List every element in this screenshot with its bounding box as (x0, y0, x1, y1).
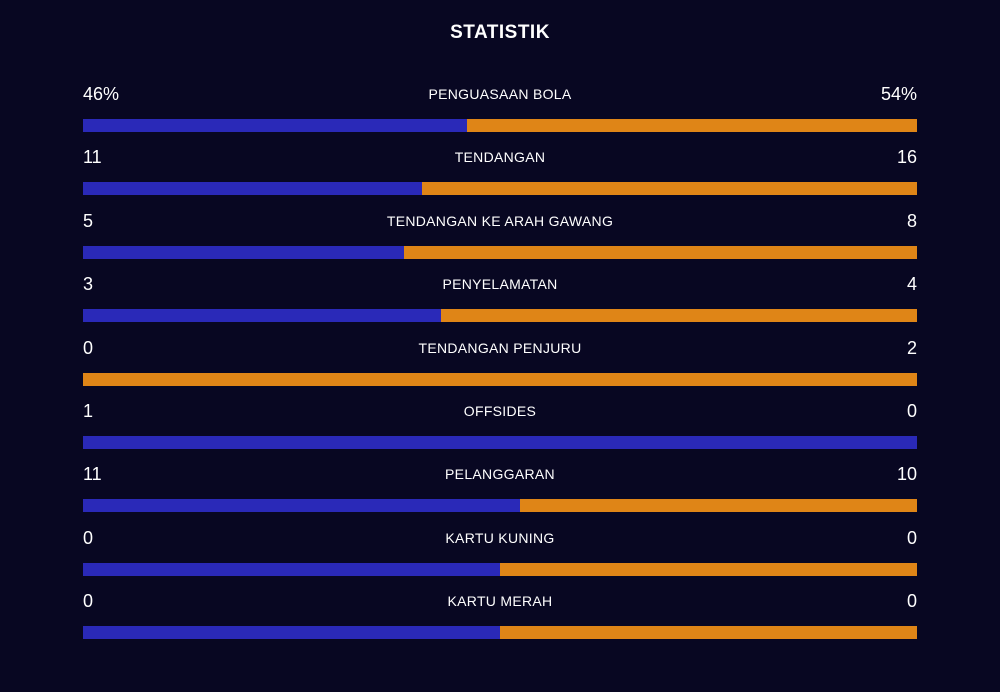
away-bar-segment (83, 372, 917, 386)
home-bar-segment (83, 119, 467, 132)
home-value: 46% (83, 84, 120, 104)
stats-title: STATISTIK (450, 22, 550, 43)
away-value: 0 (906, 591, 917, 612)
comparison-bar (83, 245, 917, 259)
stat-values: PELANGGARAN 11 10 (83, 460, 917, 488)
home-bar-segment (83, 309, 441, 323)
away-value: 0 (906, 400, 917, 421)
home-value: 11 (83, 464, 102, 485)
comparison-bar (83, 119, 917, 132)
comparison-bar (83, 562, 917, 576)
comparison-bar (83, 435, 917, 449)
away-bar-segment (500, 626, 917, 640)
stat-values: TENDANGAN 11 16 (83, 143, 917, 171)
home-value: 1 (83, 400, 94, 421)
away-value: 16 (896, 147, 917, 168)
away-bar-segment (500, 562, 917, 576)
home-value: 0 (83, 527, 94, 548)
comparison-bar (83, 309, 917, 323)
away-value: 2 (906, 337, 917, 358)
stat-label: PENYELAMATAN (442, 276, 558, 293)
stats-list: PENGUASAAN BOLA 46% 54% TENDANGAN 11 16 TENDAN… (83, 80, 917, 651)
away-value: 54% (880, 84, 917, 104)
stat-values: PENGUASAAN BOLA 46% 54% (83, 80, 917, 108)
stat-row: PENGUASAAN BOLA 46% 54% (83, 80, 917, 143)
home-bar-segment (83, 245, 405, 259)
comparison-bar (83, 182, 917, 196)
home-bar-segment (83, 562, 500, 576)
home-bar-segment (83, 626, 500, 640)
stat-label: PELANGGARAN (445, 466, 555, 483)
home-value: 0 (83, 591, 94, 612)
home-bar-segment (83, 499, 521, 513)
away-bar-segment (520, 499, 917, 513)
home-value: 11 (83, 147, 102, 168)
stat-label: OFFSIDES (463, 402, 537, 419)
stat-row: KARTU MERAH 0 0 (83, 587, 917, 650)
away-value: 10 (896, 464, 917, 485)
stat-label: KARTU KUNING (445, 529, 555, 546)
away-bar-segment (404, 245, 917, 259)
stat-label: PENGUASAAN BOLA (428, 86, 572, 102)
stat-row: TENDANGAN KE ARAH GAWANG 5 8 (83, 207, 917, 270)
away-value: 0 (906, 527, 917, 548)
stat-label: TENDANGAN KE ARAH GAWANG (386, 212, 614, 229)
stat-label: KARTU MERAH (447, 593, 553, 610)
home-value: 3 (83, 274, 94, 295)
stat-row: KARTU KUNING 0 0 (83, 524, 917, 587)
stat-values: KARTU KUNING 0 0 (83, 524, 917, 552)
away-bar-segment (440, 309, 917, 323)
comparison-bar (83, 372, 917, 386)
comparison-bar (83, 499, 917, 513)
stat-row: OFFSIDES 1 0 (83, 397, 917, 460)
away-value: 8 (906, 210, 917, 231)
stat-label: TENDANGAN PENJURU (418, 339, 582, 356)
home-value: 0 (83, 337, 94, 358)
away-bar-segment (422, 182, 917, 196)
stat-row: TENDANGAN PENJURU 0 2 (83, 334, 917, 397)
comparison-bar (83, 626, 917, 640)
away-bar-segment (466, 119, 917, 132)
home-bar-segment (83, 182, 423, 196)
home-value: 5 (83, 210, 94, 231)
away-value: 4 (906, 274, 917, 295)
home-bar-segment (83, 435, 917, 449)
stat-values: TENDANGAN KE ARAH GAWANG 5 8 (83, 207, 917, 235)
stat-values: PENYELAMATAN 3 4 (83, 270, 917, 298)
stat-values: OFFSIDES 1 0 (83, 397, 917, 425)
stat-row: PENYELAMATAN 3 4 (83, 270, 917, 333)
stat-label: TENDANGAN (454, 149, 546, 166)
stat-values: KARTU MERAH 0 0 (83, 587, 917, 615)
stat-row: PELANGGARAN 11 10 (83, 460, 917, 523)
stat-values: TENDANGAN PENJURU 0 2 (83, 334, 917, 362)
stat-row: TENDANGAN 11 16 (83, 143, 917, 206)
